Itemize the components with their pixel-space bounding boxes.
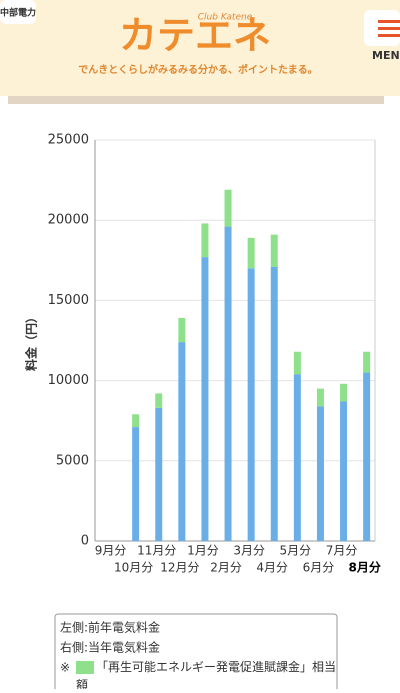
x-tick-label: 10月分 <box>114 561 153 575</box>
x-tick-label: 12月分 <box>160 561 199 575</box>
y-tick-label: 20000 <box>48 213 89 228</box>
y-axis-label: 料金（円） <box>24 311 39 371</box>
bar-segment <box>178 342 186 541</box>
bar-segment <box>132 414 140 428</box>
header-rule <box>8 96 384 104</box>
bar-segment <box>178 318 186 343</box>
menu-bar <box>378 27 400 30</box>
legend-swatch <box>76 661 94 674</box>
bar-segment <box>316 388 324 407</box>
bar-segment <box>132 427 140 541</box>
x-tick-label: 9月分 <box>95 544 127 558</box>
x-tick-label: 11月分 <box>137 544 176 558</box>
bar-segment <box>224 189 232 227</box>
bar-segment <box>340 383 348 402</box>
bar-segment <box>224 226 232 541</box>
bar-segment <box>155 393 163 408</box>
legend-text-wrap: 「再生可能エネルギー発電促進賦課金」相当額 <box>76 660 336 692</box>
legend-box <box>54 613 338 693</box>
bar-segment <box>270 266 278 541</box>
menu-bar <box>378 20 400 23</box>
x-tick-label: 8月分 <box>348 560 380 575</box>
legend-mark: ※ <box>60 661 70 675</box>
x-tick-label: 7月分 <box>326 544 358 558</box>
x-tick-label: 5月分 <box>280 544 312 558</box>
header-bg <box>0 0 400 96</box>
bar-segment <box>293 374 301 541</box>
y-tick-label: 10000 <box>48 373 89 388</box>
tagline: でんきとくらしがみるみる分かる、ポイントたまる。 <box>78 63 317 76</box>
y-tick-label: 15000 <box>48 293 89 308</box>
bar-segment <box>340 401 348 541</box>
legend-line: 右側:当年電気料金 <box>60 640 160 655</box>
menu-bar <box>378 34 400 37</box>
x-tick-label: 6月分 <box>303 561 335 575</box>
bar-segment <box>270 234 278 267</box>
brand[interactable]: カテエネ <box>119 14 271 58</box>
bar-segment <box>155 407 163 541</box>
y-tick-label: 0 <box>81 534 89 549</box>
bar-segment <box>201 223 209 258</box>
x-tick-label: 3月分 <box>233 544 265 558</box>
legend-line: 左側:前年電気料金 <box>60 620 160 635</box>
bar-segment <box>363 351 371 373</box>
bar-segment <box>247 237 255 269</box>
bar-segment <box>363 372 371 541</box>
bar-segment <box>316 406 324 541</box>
menu-label[interactable]: MENU <box>372 49 400 62</box>
brand-sub: Club Katene <box>198 13 253 23</box>
bar-segment <box>293 351 301 375</box>
bar-segment <box>201 257 209 541</box>
y-tick-label: 5000 <box>56 453 89 468</box>
logo-box <box>0 0 36 24</box>
x-tick-label: 4月分 <box>256 561 288 575</box>
legend-series: 「再生可能エネルギー発電促進賦課金」相当額 <box>76 660 336 692</box>
x-tick-label: 1月分 <box>187 544 219 558</box>
y-tick-label: 25000 <box>48 133 89 148</box>
logo[interactable]: 中部電力 <box>0 7 36 19</box>
x-tick-label: 2月分 <box>210 561 242 575</box>
bar-segment <box>247 268 255 541</box>
